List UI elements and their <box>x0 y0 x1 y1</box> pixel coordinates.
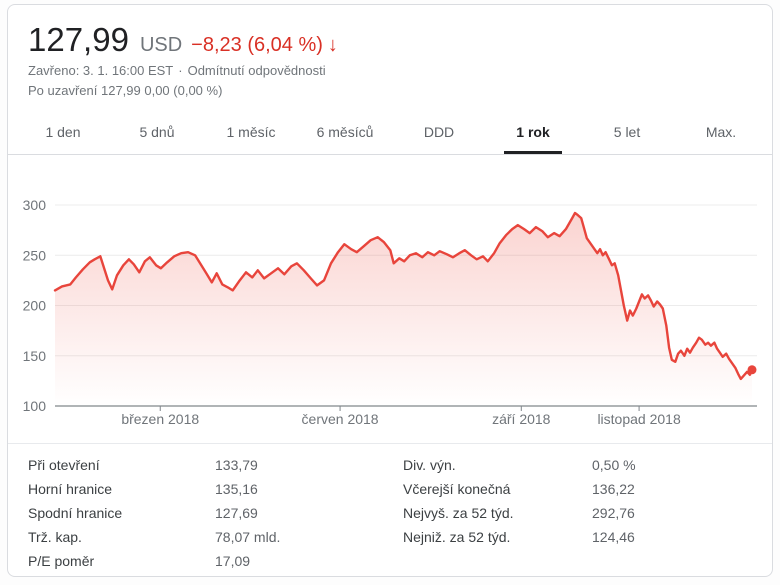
range-tabs: 1 den 5 dnů 1 měsíc 6 měsíců DDD 1 rok 5… <box>16 110 768 154</box>
stat-label: Trž. kap. <box>28 529 82 545</box>
tab-max[interactable]: Max. <box>705 124 737 140</box>
stat-high: Horní hranice 135,16 <box>28 481 388 499</box>
arrow-down-icon: ↓ <box>327 34 338 56</box>
price-area <box>55 213 752 406</box>
stat-market-cap: Trž. kap. 78,07 mld. <box>28 529 388 547</box>
x-axis-label: listopad 2018 <box>597 411 681 427</box>
tabs-divider <box>8 154 772 155</box>
stat-label: Horní hranice <box>28 481 113 497</box>
stat-value: 17,09 <box>215 553 251 569</box>
stat-div-yield: Div. výn. 0,50 % <box>403 457 763 475</box>
y-axis-label: 250 <box>23 247 47 263</box>
stat-value: 78,07 mld. <box>215 529 281 545</box>
price-change: −8,23 (6,04 %) <box>191 34 323 56</box>
stat-value: 127,69 <box>215 505 258 521</box>
disclaimer-link[interactable]: Odmítnutí odpovědnosti <box>187 63 326 78</box>
stat-label: P/E poměr <box>28 553 95 569</box>
stat-52wk-high: Nejvyš. za 52 týd. 292,76 <box>403 505 763 523</box>
tab-5-dnu[interactable]: 5 dnů <box>139 124 175 140</box>
market-status: Zavřeno: 3. 1. 16:00 EST <box>28 63 174 78</box>
tab-1-rok[interactable]: 1 rok <box>516 124 550 140</box>
stat-value: 292,76 <box>592 505 635 521</box>
stat-52wk-low: Nejniž. za 52 týd. 124,46 <box>403 529 763 547</box>
tab-1-den[interactable]: 1 den <box>45 124 81 140</box>
stat-label: Nejniž. za 52 týd. <box>403 529 511 545</box>
y-axis-label: 200 <box>23 298 47 314</box>
last-price-dot <box>747 365 757 375</box>
after-hours-line: Po uzavření 127,99 0,00 (0,00 %) <box>28 83 223 98</box>
stat-label: Při otevření <box>28 457 100 473</box>
stat-open: Při otevření 133,79 <box>28 457 388 475</box>
stat-value: 0,50 % <box>592 457 636 473</box>
price-chart[interactable]: 100 150 200 250 300 březen 2018 červen 2018 zář… <box>0 166 780 436</box>
market-status-line: Zavřeno: 3. 1. 16:00 EST · Odmítnutí odpov… <box>28 63 326 78</box>
tab-5-let[interactable]: 5 let <box>613 124 641 140</box>
currency-label: USD <box>139 34 183 56</box>
stat-value: 136,22 <box>592 481 635 497</box>
tab-ddd[interactable]: DDD <box>423 124 455 140</box>
price-line <box>53 211 754 381</box>
y-axis-label: 100 <box>23 398 47 414</box>
stat-low: Spodní hranice 127,69 <box>28 505 388 523</box>
separator-dot: · <box>178 63 183 78</box>
current-price: 127,99 <box>28 21 129 58</box>
stat-value: 124,46 <box>592 529 635 545</box>
y-axis-label: 150 <box>23 348 47 364</box>
stat-pe-ratio: P/E poměr 17,09 <box>28 553 388 571</box>
stat-value: 133,79 <box>215 457 258 473</box>
stat-value: 135,16 <box>215 481 258 497</box>
y-axis-label: 300 <box>23 197 47 213</box>
x-axis-label: červen 2018 <box>302 411 379 427</box>
tab-6-mesicu[interactable]: 6 měsíců <box>316 124 374 140</box>
selected-tab-underline <box>504 151 562 154</box>
stat-prev-close: Včerejší konečná 136,22 <box>403 481 763 499</box>
stat-label: Spodní hranice <box>28 505 123 521</box>
stat-label: Nejvyš. za 52 týd. <box>403 505 514 521</box>
x-axis-label: září 2018 <box>492 411 551 427</box>
tab-1-mesic[interactable]: 1 měsíc <box>226 124 276 140</box>
stat-label: Div. výn. <box>403 457 456 473</box>
x-axis-label: březen 2018 <box>121 411 199 427</box>
stats-divider <box>8 443 772 444</box>
stat-label: Včerejší konečná <box>403 481 511 497</box>
price-row: 127,99 USD −8,23 (6,04 %) ↓ <box>28 21 338 59</box>
